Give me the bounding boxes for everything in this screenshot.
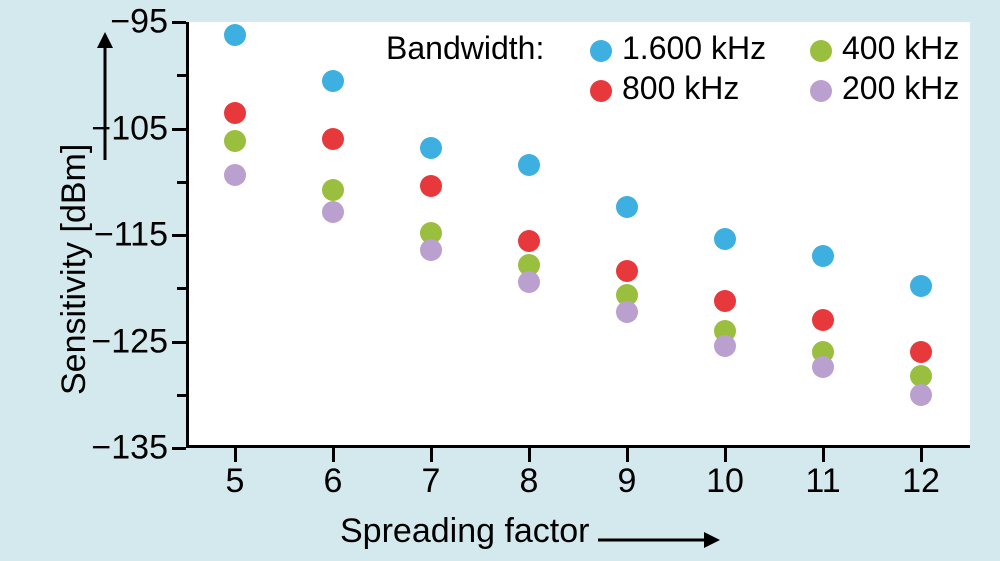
x-axis-arrow-icon — [594, 528, 724, 552]
legend-item: 400 kHz — [810, 30, 959, 67]
data-point — [910, 275, 932, 297]
x-tick-label: 12 — [902, 462, 940, 501]
y-axis-arrow-icon — [93, 32, 117, 164]
data-point — [322, 179, 344, 201]
data-point — [518, 271, 540, 293]
legend-title: Bandwidth: — [386, 30, 544, 67]
data-point — [518, 230, 540, 252]
data-point — [224, 164, 246, 186]
data-point — [616, 260, 638, 282]
x-tick-label: 9 — [618, 462, 637, 501]
x-tick-label: 11 — [805, 462, 840, 501]
legend-label: 400 kHz — [842, 30, 959, 66]
data-point — [812, 309, 834, 331]
data-point — [322, 128, 344, 150]
x-tick-label: 10 — [706, 462, 744, 501]
data-point — [616, 196, 638, 218]
data-point — [812, 356, 834, 378]
x-axis-label: Spreading factor — [340, 512, 590, 551]
y-tick-label: −95 — [76, 3, 168, 42]
legend-dot-icon — [810, 40, 832, 62]
y-tick-label: −125 — [76, 322, 168, 361]
x-tick-label: 7 — [422, 462, 441, 501]
data-point — [616, 301, 638, 323]
y-tick-label: −135 — [76, 429, 168, 468]
legend-dot-icon — [810, 80, 832, 102]
data-point — [224, 102, 246, 124]
x-tick-label: 5 — [226, 462, 245, 501]
legend-dot-icon — [590, 80, 612, 102]
data-point — [518, 154, 540, 176]
legend-label: 800 kHz — [622, 70, 739, 106]
data-point — [420, 175, 442, 197]
y-tick-label: −105 — [76, 109, 168, 148]
data-point — [714, 290, 736, 312]
x-tick-label: 6 — [324, 462, 343, 501]
data-point — [812, 245, 834, 267]
data-point — [714, 228, 736, 250]
sensitivity-chart: Sensitivity [dBm] Spreading factor Bandw… — [0, 0, 1000, 561]
legend-label: 1.600 kHz — [622, 30, 766, 66]
data-point — [420, 137, 442, 159]
data-point — [420, 239, 442, 261]
data-point — [910, 384, 932, 406]
legend-label: 200 kHz — [842, 70, 959, 106]
data-point — [224, 24, 246, 46]
y-tick-label: −115 — [76, 216, 168, 255]
legend-item: 1.600 kHz — [590, 30, 766, 67]
x-tick-label: 8 — [520, 462, 539, 501]
data-point — [322, 201, 344, 223]
data-point — [224, 130, 246, 152]
data-point — [322, 70, 344, 92]
legend-dot-icon — [590, 40, 612, 62]
data-point — [910, 341, 932, 363]
data-point — [714, 335, 736, 357]
legend-item: 200 kHz — [810, 70, 959, 107]
legend-item: 800 kHz — [590, 70, 739, 107]
